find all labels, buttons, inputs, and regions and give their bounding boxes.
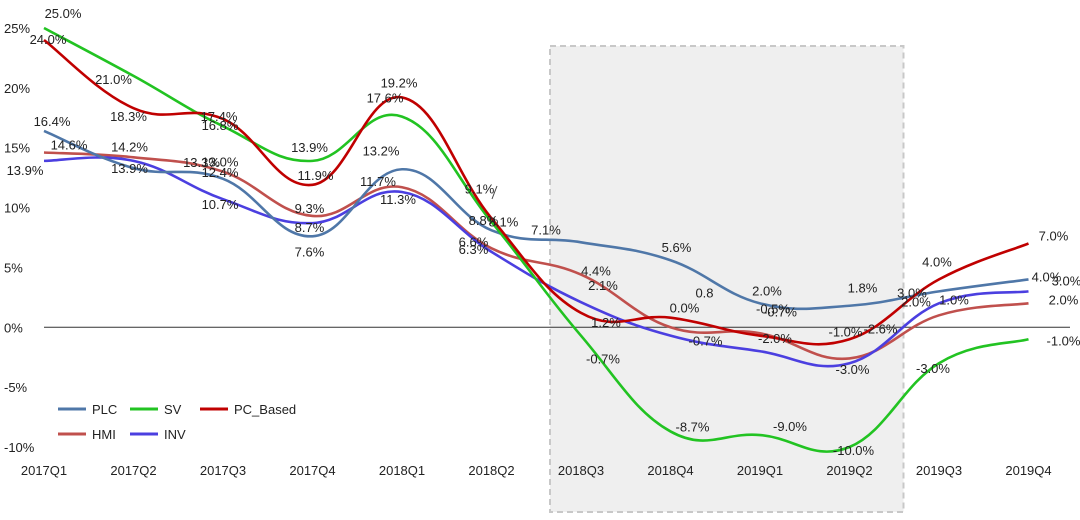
data-label-sv: 16.8% [202,118,239,133]
data-label-plc: 1.8% [848,281,878,296]
legend-label-hmi: HMI [92,427,116,442]
data-label-pc-based: 9.1% [465,181,495,196]
data-label-inv: 3.0% [1052,273,1080,288]
data-label-sv: 21.0% [95,72,132,87]
data-label-hmi: 1.0% [939,292,969,307]
data-label-pc-based: 24.0% [30,32,67,47]
x-tick-label: 2018Q2 [468,463,514,478]
series-line-sv [43,26,1029,453]
data-label-sv: -3.0% [916,361,950,376]
data-label-hmi: 4.4% [581,264,611,279]
data-label-sv: -0.7% [586,352,620,367]
data-label-pc-based: -1.0% [829,324,863,339]
series-lines [43,26,1029,453]
data-label-plc: 12.4% [202,165,239,180]
data-label-pc-based: 0.8 [695,286,713,301]
data-label-inv: 8.7% [295,220,325,235]
legend: PLC SV PC_Based HMI INV [58,402,296,442]
y-tick-label: -5% [4,380,28,395]
data-label-sv: 13.9% [291,140,328,155]
label-leader-line [491,185,498,200]
data-labels: 16.4% 13.3%12.4% 7.6% 13.2% 8.1% 7.1% 5.6% 2.0%… [7,6,1080,458]
data-label-hmi: 9.3% [295,201,325,216]
legend-label-plc: PLC [92,402,117,417]
data-label-plc: 13.3% [183,155,220,170]
data-label-hmi: 0.0% [670,300,700,315]
data-label-inv: 13.9% [111,161,148,176]
data-label-pc-based: -0.7% [763,305,797,320]
data-label-pc-based: 17.4% [201,109,238,124]
data-label-plc: 2.0% [752,283,782,298]
data-label-inv: 6.3% [459,242,489,257]
data-label-hmi: 6.6% [459,234,489,249]
data-label-sv: 25.0% [45,6,82,21]
data-label-inv: -3.0% [836,362,870,377]
y-tick-label: 20% [4,81,30,96]
data-label-inv: 2.0% [901,294,931,309]
data-label-hmi: -0.5% [756,301,790,316]
data-label-pc-based: 11.9% [298,168,334,183]
data-label-hmi: 2.0% [1049,292,1079,307]
data-label-plc: 7.1% [531,222,561,237]
data-label-hmi: 14.6% [51,138,88,153]
data-label-inv: 13.9% [7,163,44,178]
legend-label-pc-based: PC_Based [234,402,296,417]
data-label-hmi: 14.2% [111,139,148,154]
data-label-pc-based: 19.2% [381,75,418,90]
x-tick-label: 2018Q4 [647,463,693,478]
x-tick-label: 2019Q1 [737,463,783,478]
highlight-region [549,45,905,513]
data-label-hmi: 11.7% [360,174,396,189]
data-label-hmi: 13.0% [202,155,239,170]
data-label-inv: -2.0% [758,331,792,346]
data-label-inv: 10.7% [202,197,239,212]
x-tick-label: 2019Q4 [1005,463,1051,478]
x-axis: 2017Q1 2017Q2 2017Q3 2017Q4 2018Q1 2018Q2 2018… [21,463,1052,478]
data-label-inv: -0.7% [689,334,723,349]
x-tick-label: 2018Q1 [379,463,425,478]
data-label-plc: 4.0% [1032,269,1062,284]
series-line-plc [43,129,1029,311]
data-label-sv: 17.6% [367,91,404,106]
x-tick-label: 2018Q3 [558,463,604,478]
x-tick-label: 2017Q3 [200,463,246,478]
y-axis: 25% 20% 15% 10% 5% 0% -5% -10% [4,21,35,455]
y-tick-label: 25% [4,21,30,36]
y-tick-label: 5% [4,260,23,275]
data-label-plc: 16.4% [34,114,71,129]
x-tick-label: 2017Q2 [110,463,156,478]
x-tick-label: 2017Q4 [289,463,335,478]
data-label-pc-based: 7.0% [1039,228,1069,243]
data-label-plc: 5.6% [662,240,692,255]
data-label-plc: 8.1% [489,214,519,229]
x-tick-label: 2017Q1 [21,463,67,478]
x-tick-label: 2019Q3 [916,463,962,478]
series-line-inv [43,156,1029,368]
data-label-plc: 3.0% [897,285,927,300]
data-label-sv: 8.8% [469,213,499,228]
data-label-inv: 11.3% [380,192,416,207]
data-label-pc-based: 1.2% [591,315,621,330]
y-tick-label: 10% [4,201,30,216]
data-label-hmi: -2.6% [864,321,898,336]
y-tick-label: -10% [4,440,35,455]
data-label-sv: -9.0% [773,419,807,434]
data-label-plc: 13.2% [363,143,400,158]
data-label-pc-based: 4.0% [922,254,952,269]
y-tick-label: 0% [4,320,23,335]
data-label-sv: -8.7% [676,419,710,434]
legend-label-sv: SV [164,402,182,417]
data-label-sv: -1.0% [1047,333,1080,348]
y-tick-label: 15% [4,141,30,156]
legend-label-inv: INV [164,427,186,442]
x-tick-label: 2019Q2 [826,463,872,478]
data-label-plc: 7.6% [295,244,325,259]
data-label-sv: -10.0% [833,443,875,458]
series-line-pc-based [43,38,1029,346]
data-label-pc-based: 18.3% [110,109,147,124]
series-line-hmi [43,151,1029,361]
data-label-inv: 2.1% [588,278,618,293]
